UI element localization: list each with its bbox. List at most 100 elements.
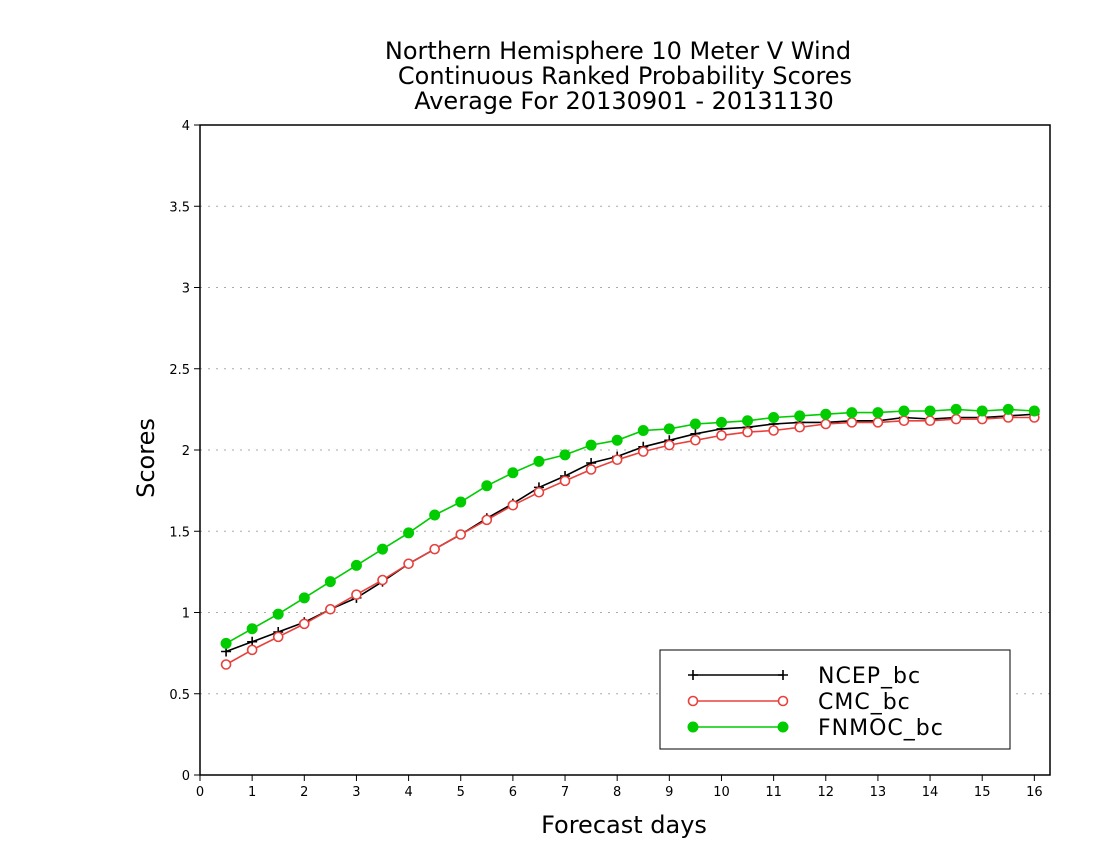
data-point [507, 499, 519, 511]
data-point [777, 721, 789, 733]
data-point [794, 410, 806, 422]
data-point [351, 589, 362, 600]
data-point [1002, 403, 1014, 415]
x-tick-label: 4 [404, 785, 412, 800]
data-point [689, 418, 701, 430]
data-point [611, 454, 623, 466]
data-point [585, 464, 597, 475]
x-tick-label: 1 [248, 785, 256, 800]
data-point [690, 434, 701, 446]
x-tick-label: 9 [665, 785, 673, 800]
x-tick-label: 12 [817, 785, 834, 800]
data-point [637, 446, 649, 457]
data-point [846, 407, 858, 419]
series-cmc-bc [220, 412, 1040, 670]
data-point [559, 475, 571, 487]
data-point [220, 637, 232, 649]
data-point [481, 480, 493, 492]
x-tick-label: 0 [196, 785, 204, 800]
data-point [481, 514, 493, 526]
data-point [777, 695, 789, 707]
data-point [377, 574, 388, 586]
y-tick-label: 2 [182, 444, 190, 459]
data-point [455, 529, 467, 540]
x-tick-label: 6 [509, 785, 517, 800]
data-point [950, 403, 962, 415]
data-point [585, 439, 597, 451]
data-point [272, 608, 284, 620]
legend-item-ncep-bc: NCEP_bc [688, 664, 921, 689]
data-point [688, 670, 698, 680]
x-tick-label: 3 [352, 785, 360, 800]
data-point [637, 425, 649, 436]
data-point [794, 421, 805, 433]
data-point [820, 418, 832, 430]
data-point [687, 695, 699, 707]
x-tick-label: 15 [974, 785, 991, 800]
data-point [533, 486, 545, 498]
series-ncep-bc [221, 409, 1040, 657]
data-point [377, 543, 389, 555]
axis-ticks: 00.511.522.533.540 1 2 3 4 5 6 7 8 9 10 11 12 13 14 15 1… [169, 119, 1042, 800]
data-point [455, 496, 467, 508]
data-point [1028, 405, 1040, 417]
x-tick-label: 8 [613, 785, 621, 800]
data-point [687, 721, 699, 733]
x-tick-label: 2 [300, 785, 308, 800]
data-point [324, 576, 336, 588]
data-point [778, 670, 788, 680]
data-point [872, 417, 884, 428]
data-point [768, 412, 780, 423]
y-tick-label: 4 [182, 119, 190, 134]
data-point [846, 417, 858, 428]
series-group [220, 403, 1040, 670]
data-point [664, 439, 675, 451]
data-point [820, 408, 832, 420]
data-point [429, 509, 441, 521]
data-point [611, 434, 623, 446]
data-point [898, 415, 910, 427]
data-point [768, 425, 779, 436]
data-point [350, 559, 362, 571]
legend-label: FNMOC_bc [818, 716, 944, 741]
data-point [325, 603, 336, 615]
data-point [429, 543, 440, 555]
x-tick-label: 14 [922, 785, 939, 800]
legend-label: NCEP_bc [818, 664, 921, 689]
x-tick-label: 10 [713, 785, 730, 800]
y-tick-label: 3.5 [169, 200, 190, 215]
data-point [924, 415, 936, 427]
x-tick-label: 16 [1026, 785, 1043, 800]
data-point [298, 618, 310, 630]
x-tick-label: 13 [870, 785, 887, 800]
series-line-cmc-bc [225, 416, 1035, 666]
chart-title: Northern Hemisphere 10 Meter V Wind Cont… [385, 37, 852, 115]
data-point [246, 644, 258, 656]
data-point [246, 623, 258, 635]
gridlines [200, 205, 1050, 695]
data-point [272, 631, 284, 643]
chart-title-line-2: Continuous Ranked Probability Scores [398, 62, 852, 90]
data-point [220, 659, 232, 670]
data-point [403, 527, 415, 539]
y-tick-label: 2.5 [169, 363, 190, 378]
data-point [872, 407, 884, 419]
y-tick-label: 1 [182, 607, 190, 622]
y-tick-label: 0.5 [169, 688, 190, 703]
data-point [976, 405, 988, 417]
data-point [716, 430, 727, 441]
y-tick-label: 3 [182, 282, 190, 297]
data-point [742, 426, 753, 438]
legend-box [659, 649, 1011, 750]
data-point [403, 558, 414, 570]
y-axis-title: Scores [132, 418, 160, 498]
data-point [924, 405, 936, 417]
data-point [898, 405, 910, 417]
x-axis-title: Forecast days [541, 811, 707, 839]
data-point [298, 592, 310, 604]
y-tick-label: 1.5 [169, 525, 190, 540]
chart-title-line-3: Average For 20130901 - 20131130 [414, 87, 834, 115]
data-point [715, 416, 727, 428]
